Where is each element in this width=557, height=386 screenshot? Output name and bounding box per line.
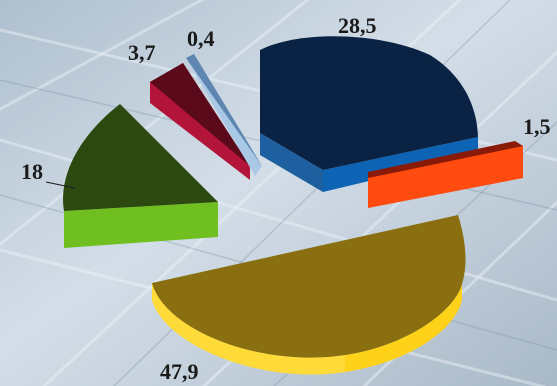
label-0-4: 0,4 [187,26,215,51]
slice-47-9 [152,215,466,375]
slice-0-4 [186,54,262,176]
label-18: 18 [21,159,43,184]
label-3-7: 3,7 [128,40,156,65]
label-47-9: 47,9 [160,359,199,384]
slice-18 [63,104,219,248]
data-labels: 28,5 1,5 47,9 18 3,7 0,4 [21,13,551,384]
label-1-5: 1,5 [523,114,551,139]
label-28-5: 28,5 [338,13,377,38]
slice-28-5 [260,36,478,192]
slice-1-5 [368,141,523,208]
leader-line-18 [45,181,76,189]
slice-3-7 [150,63,250,180]
